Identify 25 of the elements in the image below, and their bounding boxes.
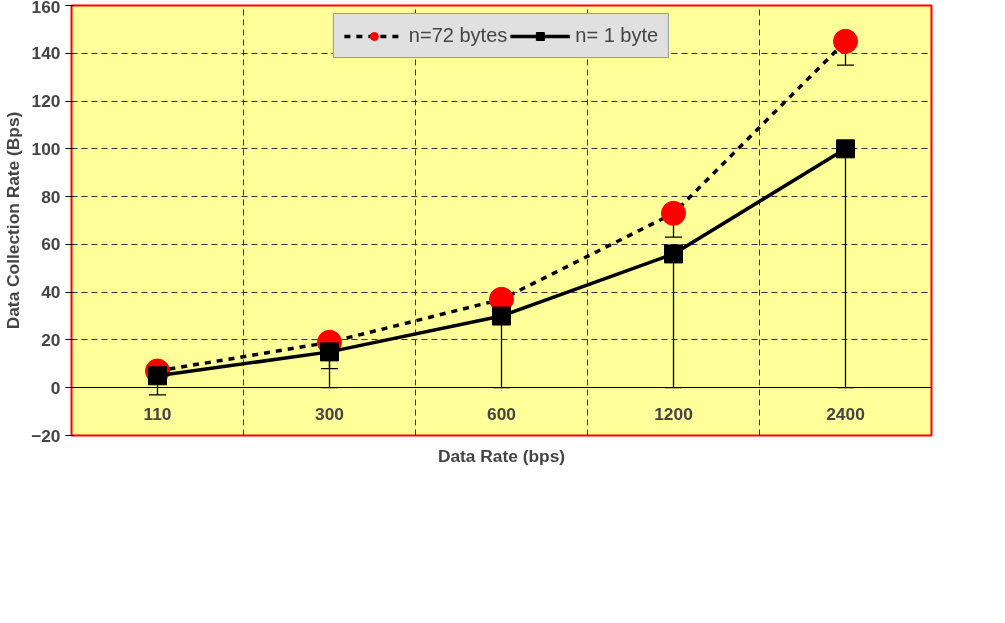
x-tick-label: 600 — [487, 403, 516, 424]
legend-label: n=72 bytes — [408, 24, 508, 47]
y-tick-label: 0 — [50, 377, 61, 398]
point — [320, 342, 339, 362]
point — [836, 139, 855, 159]
y-tick-label: 140 — [31, 43, 61, 64]
y-tick-label: 100 — [31, 138, 61, 159]
point — [833, 28, 858, 54]
y-tick-label: −20 — [31, 425, 61, 446]
x-tick-label: 1200 — [654, 403, 693, 424]
y-tick-label: 60 — [41, 234, 61, 255]
x-tick-label: 2400 — [826, 403, 865, 424]
y-tick-label: 120 — [31, 91, 61, 112]
y-tick-label: 40 — [41, 282, 61, 303]
point — [492, 306, 511, 326]
y-axis-title: Data Collection Rate (Bps) — [3, 111, 24, 330]
legend-label: n= 1 byte — [575, 24, 659, 47]
point — [661, 200, 686, 226]
x-tick-label: 300 — [315, 403, 344, 424]
y-tick-label: 160 — [31, 0, 61, 17]
y-tick-label: 20 — [41, 329, 61, 350]
point — [664, 244, 683, 264]
x-tick-label: 110 — [143, 403, 172, 424]
y-tick-label: 80 — [41, 186, 61, 207]
x-axis-title: Data Rate (bps) — [437, 445, 566, 466]
